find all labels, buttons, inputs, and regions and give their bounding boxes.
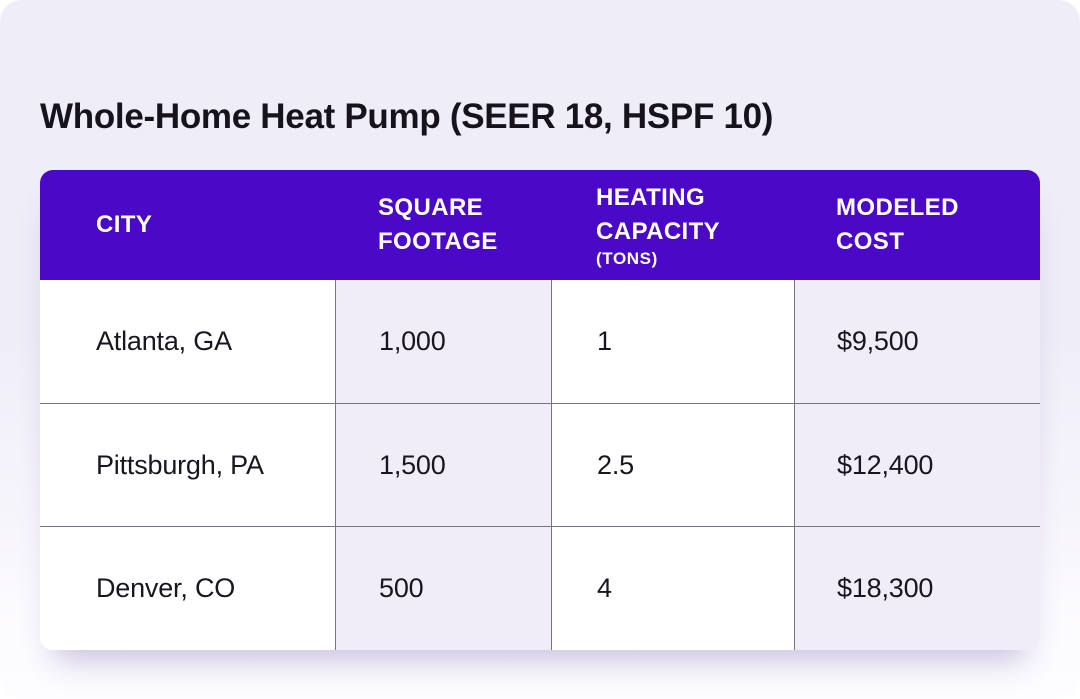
cell-modeled-cost: $12,400 xyxy=(794,403,1040,527)
cell-modeled-cost: $9,500 xyxy=(794,280,1040,403)
cell-heating-capacity: 1 xyxy=(551,280,794,403)
cell-heating-capacity: 4 xyxy=(551,527,794,650)
cell-square-footage: 1,000 xyxy=(335,280,551,403)
table-row-pittsburgh: Pittsburgh, PA 1,500 2.5 $12,400 xyxy=(40,402,1040,527)
table-header-row: CITY SQUARE FOOTAGE HEATING CAPACITY (TO… xyxy=(40,170,1040,280)
column-header-city-label: CITY xyxy=(96,211,153,239)
cell-square-footage: 1,500 xyxy=(335,403,551,527)
column-header-modeled-cost: MODELED COST xyxy=(794,191,1040,258)
table-row-denver: Denver, CO 500 4 $18,300 xyxy=(40,526,1040,650)
cell-city: Atlanta, GA xyxy=(40,280,335,403)
column-header-square-footage-label: SQUARE FOOTAGE xyxy=(378,194,498,255)
cell-city: Denver, CO xyxy=(40,527,335,650)
column-header-modeled-cost-label: MODELED COST xyxy=(836,194,959,255)
column-header-square-footage: SQUARE FOOTAGE xyxy=(335,191,551,258)
cell-city: Pittsburgh, PA xyxy=(40,403,335,527)
column-header-heating-capacity-label: HEATING CAPACITY xyxy=(596,184,721,245)
heat-pump-cost-table: CITY SQUARE FOOTAGE HEATING CAPACITY (TO… xyxy=(40,170,1040,650)
column-header-heating-capacity-unit: (TONS) xyxy=(596,249,658,269)
column-header-heating-capacity: HEATING CAPACITY (TONS) xyxy=(551,181,794,269)
column-header-city: CITY xyxy=(40,208,335,242)
cell-heating-capacity: 2.5 xyxy=(551,403,794,527)
page-title: Whole-Home Heat Pump (SEER 18, HSPF 10) xyxy=(40,97,774,137)
cell-modeled-cost: $18,300 xyxy=(794,527,1040,650)
cell-square-footage: 500 xyxy=(335,527,551,650)
table-row-atlanta: Atlanta, GA 1,000 1 $9,500 xyxy=(40,280,1040,403)
